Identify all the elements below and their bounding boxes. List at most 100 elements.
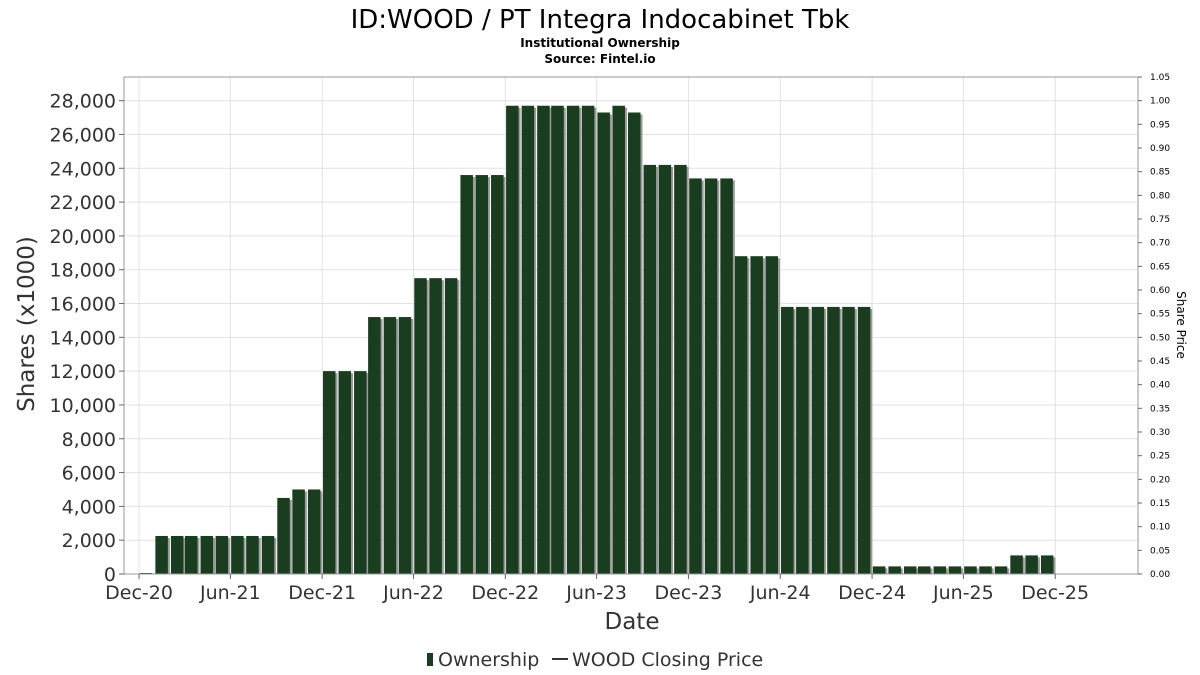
left-tick-label: 0 [104, 564, 116, 586]
ownership-bar [811, 306, 825, 574]
legend-price-label: WOOD Closing Price [572, 649, 763, 671]
ownership-bar [704, 178, 718, 574]
ownership-bar [429, 278, 442, 574]
right-tick-label: 0.25 [1150, 452, 1170, 462]
ownership-bar [566, 105, 580, 574]
ownership-bar [398, 317, 412, 574]
right-tick-label: 0.70 [1150, 239, 1170, 249]
ownership-bar [1040, 555, 1054, 574]
right-tick-label: 0.45 [1150, 357, 1170, 367]
ownership-bar [994, 566, 1008, 574]
ownership-bar [414, 278, 427, 574]
right-tick-label: 1.05 [1150, 73, 1170, 83]
ownership-bar [750, 256, 763, 574]
ownership-bar [307, 489, 321, 574]
left-tick-label: 20,000 [50, 226, 116, 248]
left-tick-label: 18,000 [50, 260, 116, 282]
plot-border [123, 76, 1139, 575]
ownership-bar [460, 175, 473, 575]
ownership-bar [612, 105, 625, 574]
ownership-bar [292, 489, 305, 574]
left-tick-label: 14,000 [50, 327, 116, 349]
right-tick-label: 0.40 [1150, 381, 1170, 391]
right-tick-label: 0.55 [1150, 310, 1170, 320]
ownership-bar [964, 566, 977, 574]
ownership-bar [674, 164, 687, 574]
right-tick-label: 0.35 [1150, 404, 1170, 414]
right-tick-label: 0.95 [1150, 120, 1170, 130]
left-tick-label: 16,000 [50, 294, 116, 316]
left-axis-ticks: 0 2,000 4,000 6,000 8,000 10,000 12,000 14,000 1… [50, 91, 124, 586]
legend-ownership-swatch [427, 653, 433, 666]
ownership-bar [170, 535, 184, 574]
ownership-bar [354, 371, 367, 574]
ownership-bar [827, 306, 840, 574]
ownership-bar [734, 256, 748, 574]
chart-subtitle-1: Institutional Ownership [520, 36, 680, 50]
ownership-bar [658, 164, 672, 574]
x-tick-label: Jun-22 [382, 582, 444, 604]
ownership-bar [551, 105, 564, 574]
right-axis-ticks: 0.00 0.05 0.10 0.15 0.20 0.25 0.30 0.35 0.40 0.45… [1138, 73, 1170, 580]
right-tick-label: 0.80 [1150, 191, 1170, 201]
ownership-bar [1010, 555, 1023, 574]
x-tick-label: Dec-25 [1021, 582, 1089, 604]
left-tick-label: 2,000 [62, 530, 116, 552]
y-axis-label: Shares (x1000) [14, 236, 40, 412]
left-tick-label: 24,000 [50, 158, 116, 180]
ownership-bar [200, 535, 214, 574]
ownership-bar [506, 105, 519, 574]
chart-subtitle-2: Source: Fintel.io [544, 52, 655, 66]
right-tick-label: 0.60 [1150, 286, 1170, 296]
left-tick-label: 26,000 [50, 124, 116, 146]
legend-ownership-label: Ownership [438, 649, 539, 671]
ownership-bar [857, 306, 871, 574]
x-tick-label: Jun-25 [932, 582, 994, 604]
ownership-bar [368, 317, 381, 574]
ownership-bar [796, 306, 809, 574]
ownership-bar [597, 112, 610, 574]
ownership-bar [277, 497, 290, 574]
right-tick-label: 0.65 [1150, 262, 1170, 272]
right-tick-label: 0.20 [1150, 475, 1170, 485]
ownership-bar [475, 175, 488, 575]
left-tick-label: 10,000 [50, 395, 116, 417]
right-tick-label: 0.10 [1150, 523, 1170, 533]
left-tick-label: 22,000 [50, 192, 116, 214]
ownership-bar [948, 566, 962, 574]
right-tick-label: 0.85 [1150, 168, 1170, 178]
x-tick-label: Dec-21 [288, 582, 356, 604]
ownership-bar [338, 371, 352, 574]
x-tick-label: Jun-21 [199, 582, 261, 604]
right-tick-label: 0.05 [1150, 546, 1170, 556]
right-tick-label: 0.00 [1150, 570, 1170, 580]
right-tick-label: 0.90 [1150, 144, 1170, 154]
x-tick-label: Dec-24 [838, 582, 906, 604]
ownership-bar [1025, 555, 1038, 574]
chart-title: ID:WOOD / PT Integra Indocabinet Tbk [351, 5, 850, 35]
ownership-bar [537, 105, 550, 574]
ownership-bar [155, 535, 168, 574]
right-tick-label: 1.00 [1150, 97, 1170, 107]
x-tick-label: Jun-23 [565, 582, 627, 604]
ownership-bar [643, 164, 657, 574]
ownership-bar [521, 105, 535, 574]
x-tick-label: Dec-22 [471, 582, 539, 604]
left-tick-label: 4,000 [62, 496, 116, 518]
left-tick-label: 6,000 [62, 463, 116, 485]
right-tick-label: 0.75 [1150, 215, 1170, 225]
left-tick-label: 8,000 [62, 429, 116, 451]
ownership-bar [720, 178, 733, 574]
ownership-bar [933, 566, 947, 574]
ownership-bar [444, 278, 458, 574]
ownership-bar [903, 566, 917, 574]
left-tick-label: 28,000 [50, 91, 116, 113]
ownership-bar [918, 566, 931, 574]
ownership-bar [261, 535, 275, 574]
ownership-bar [842, 306, 855, 574]
legend: Ownership WOOD Closing Price [427, 649, 763, 671]
y2-axis-label: Share Price [1174, 291, 1188, 359]
ownership-bar [231, 535, 244, 574]
ownership-bar [628, 112, 641, 574]
